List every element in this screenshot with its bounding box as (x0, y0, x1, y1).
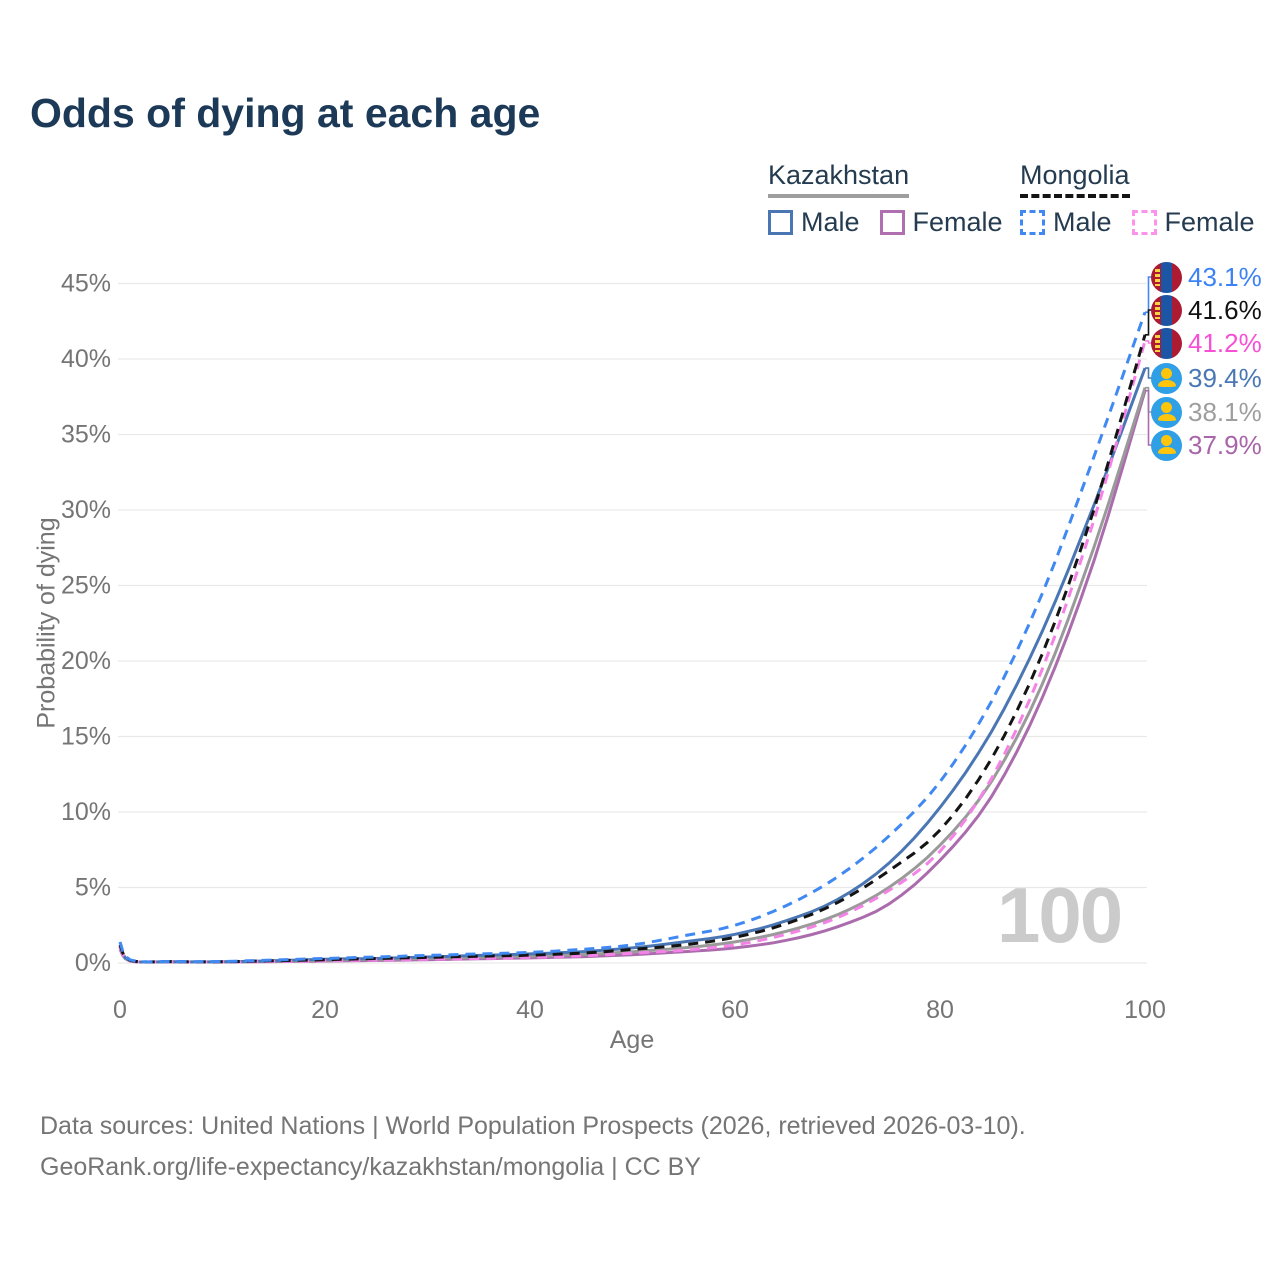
end-label-mongolia-female[interactable]: 41.2% (1151, 327, 1262, 359)
y-tick-label: 30% (61, 496, 111, 524)
x-tick-label: 80 (926, 996, 954, 1024)
y-tick-label: 25% (61, 572, 111, 600)
kazakhstan-male-swatch-icon[interactable] (768, 210, 793, 235)
legend-label-kazakhstan-female[interactable]: Female (912, 207, 1003, 237)
end-label-mongolia-male[interactable]: 43.1% (1151, 261, 1262, 293)
end-label-kazakhstan-male[interactable]: 39.4% (1151, 362, 1262, 394)
label-connector (1145, 389, 1152, 446)
end-label-value: 38.1% (1188, 396, 1262, 427)
label-connector (1145, 367, 1152, 379)
mongolia-male-swatch-icon[interactable] (1020, 210, 1045, 235)
legend-row-kazakhstan: Male Female (768, 207, 1023, 238)
y-tick-label: 45% (61, 270, 111, 298)
mongolia-flag-icon (1151, 327, 1182, 359)
watermark-age-100: 100 (997, 871, 1123, 959)
y-tick-label: 20% (61, 647, 111, 675)
footer-line-2[interactable]: GeoRank.org/life-expectancy/kazakhstan/m… (40, 1152, 701, 1181)
y-tick-label: 0% (75, 949, 111, 977)
y-axis-title: Probability of dying (32, 517, 61, 729)
kazakhstan-flag-icon (1151, 429, 1182, 461)
end-label-value: 41.6% (1188, 294, 1262, 325)
x-tick-label: 60 (721, 996, 749, 1024)
data-source-footer: Data sources: United Nations | World Pop… (40, 1106, 1026, 1187)
y-tick-label: 35% (61, 421, 111, 449)
end-label-value: 37.9% (1188, 429, 1262, 460)
legend-label-mongolia-male[interactable]: Male (1053, 207, 1112, 237)
mongolia-flag-icon (1151, 294, 1182, 326)
y-tick-label: 40% (61, 345, 111, 373)
label-connector (1145, 309, 1152, 336)
label-connector (1145, 340, 1152, 344)
end-label-mongolia-overall[interactable]: 41.6% (1151, 294, 1262, 326)
legend-group-mongolia: Mongolia Male Female (1020, 160, 1275, 238)
legend-country-kazakhstan[interactable]: Kazakhstan (768, 160, 910, 198)
mongolia-female-swatch-icon[interactable] (1131, 210, 1157, 235)
legend-label-mongolia-female[interactable]: Female (1164, 207, 1255, 237)
end-label-value: 41.2% (1188, 327, 1262, 358)
series-line-kazakhstan-male (118, 367, 1147, 964)
series-line-mongolia-overall (118, 334, 1147, 964)
x-tick-label: 100 (1124, 996, 1166, 1024)
end-label-value: 39.4% (1188, 362, 1262, 393)
series-line-mongolia-female (118, 340, 1147, 964)
series-line-kazakhstan-overall (118, 387, 1147, 964)
mongolia-flag-icon (1151, 261, 1182, 293)
legend-row-mongolia: Male Female (1020, 207, 1275, 238)
end-label-kazakhstan-female[interactable]: 37.9% (1151, 429, 1262, 461)
x-axis-title: Age (609, 1026, 655, 1054)
label-connector (1145, 276, 1152, 313)
series-line-mongolia-male (118, 311, 1147, 964)
y-tick-label: 10% (61, 798, 111, 826)
y-tick-label: 5% (75, 874, 111, 902)
kazakhstan-female-swatch-icon[interactable] (879, 210, 905, 235)
y-tick-label: 15% (61, 723, 111, 751)
x-tick-label: 40 (516, 996, 544, 1024)
legend-label-kazakhstan-male[interactable]: Male (801, 207, 860, 237)
series-line-kazakhstan-female (118, 390, 1147, 964)
kazakhstan-flag-icon (1151, 396, 1182, 428)
x-tick-label: 0 (113, 996, 127, 1024)
end-label-kazakhstan-overall[interactable]: 38.1% (1151, 396, 1262, 428)
x-tick-label: 20 (311, 996, 339, 1024)
footer-line-1: Data sources: United Nations | World Pop… (40, 1112, 1026, 1140)
end-label-value: 43.1% (1188, 261, 1262, 292)
legend-country-mongolia[interactable]: Mongolia (1020, 160, 1130, 198)
legend-group-kazakhstan: Kazakhstan Male Female (768, 160, 1023, 238)
page-title: Odds of dying at each age (30, 90, 541, 136)
kazakhstan-flag-icon (1151, 362, 1182, 394)
